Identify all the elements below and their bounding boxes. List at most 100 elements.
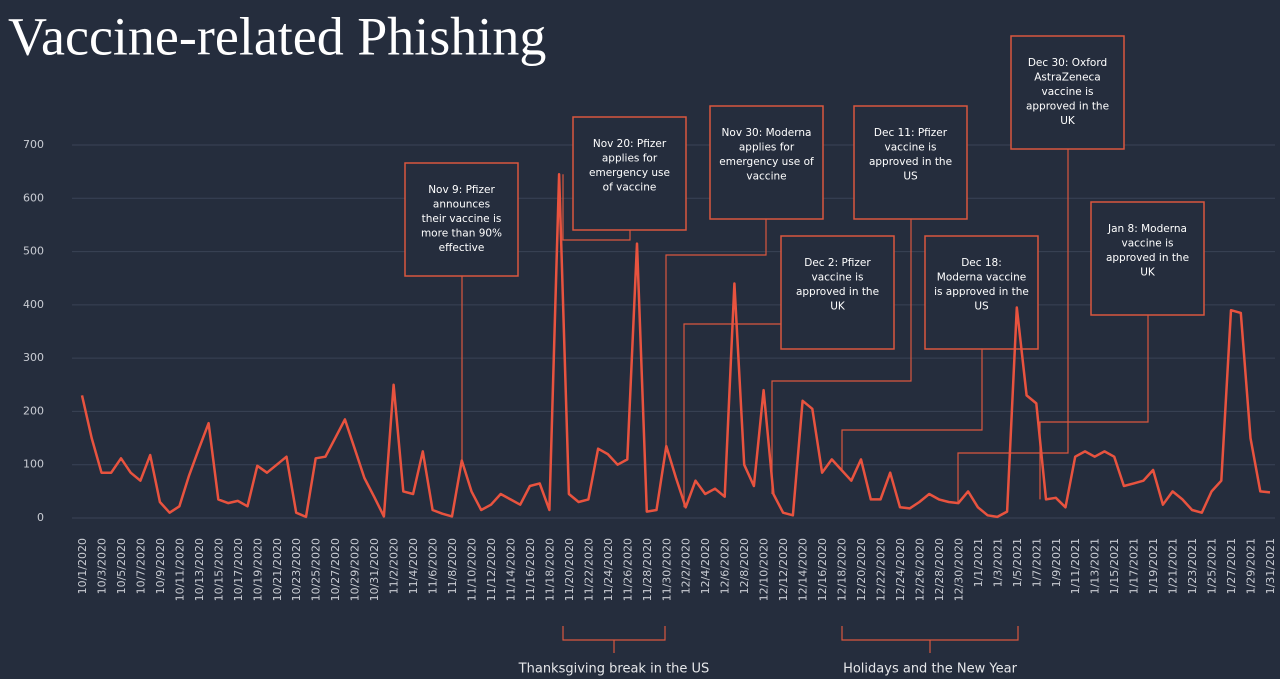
x-tick-label: 10/29/2020 bbox=[349, 538, 362, 601]
x-tick-label: 11/2/2020 bbox=[388, 538, 401, 594]
x-tick-label: 1/15/2021 bbox=[1108, 538, 1121, 594]
x-tick-label: 11/24/2020 bbox=[602, 538, 615, 601]
annotation-text: vaccine is bbox=[885, 142, 937, 154]
x-tick-label: 10/9/2020 bbox=[154, 538, 167, 594]
annotation-text: of vaccine bbox=[603, 182, 657, 194]
x-tick-label: 1/31/2021 bbox=[1264, 538, 1277, 594]
x-tick-label: 11/28/2020 bbox=[641, 538, 654, 601]
annotation-text: approved in the bbox=[869, 156, 952, 168]
annotation-text: their vaccine is bbox=[422, 213, 502, 225]
x-tick-label: 1/21/2021 bbox=[1167, 538, 1180, 594]
x-tick-label: 12/10/2020 bbox=[758, 538, 771, 601]
annotation-text: Nov 20: Pfizer bbox=[593, 138, 667, 150]
data-line bbox=[80, 173, 1271, 519]
annotation-text: vaccine is bbox=[1122, 238, 1174, 250]
annotation-leader bbox=[957, 149, 1069, 504]
period-bracket bbox=[562, 626, 666, 641]
x-tick-label: 12/28/2020 bbox=[933, 538, 946, 601]
y-tick-label: 600 bbox=[23, 191, 44, 204]
x-tick-label: 1/11/2021 bbox=[1069, 538, 1082, 594]
x-tick-label: 12/2/2020 bbox=[680, 538, 693, 594]
x-tick-label: 12/4/2020 bbox=[699, 538, 712, 594]
y-tick-label: 500 bbox=[23, 245, 44, 258]
x-tick-label: 12/20/2020 bbox=[855, 538, 868, 601]
annotation-box bbox=[404, 162, 519, 277]
annotation-leader bbox=[1039, 315, 1149, 500]
x-tick-label: 12/12/2020 bbox=[777, 538, 790, 601]
x-tick-label: 11/20/2020 bbox=[563, 538, 576, 601]
x-tick-label: 11/16/2020 bbox=[524, 538, 537, 601]
annotation-text: approved in the bbox=[1026, 101, 1109, 113]
x-tick-label: 1/25/2021 bbox=[1206, 538, 1219, 594]
x-tick-label: 1/23/2021 bbox=[1186, 538, 1199, 594]
annotation-text: Nov 9: Pfizer bbox=[428, 184, 495, 196]
annotation-text: UK bbox=[830, 301, 846, 313]
x-tick-label: 10/25/2020 bbox=[310, 538, 323, 601]
x-tick-label: 11/6/2020 bbox=[427, 538, 440, 594]
period-label: Holidays and the New Year bbox=[843, 662, 1017, 677]
period-label: Thanksgiving break in the US bbox=[518, 662, 710, 677]
x-tick-label: 11/14/2020 bbox=[504, 538, 517, 601]
annotation-leader bbox=[683, 323, 781, 508]
annotation-text: Jan 8: Moderna bbox=[1107, 223, 1187, 235]
x-tick-label: 10/13/2020 bbox=[193, 538, 206, 601]
x-tick-label: 11/8/2020 bbox=[446, 538, 459, 594]
annotation-leader bbox=[771, 219, 912, 494]
x-tick-label: 1/1/2021 bbox=[972, 538, 985, 587]
x-tick-label: 12/18/2020 bbox=[836, 538, 849, 601]
y-tick-label: 300 bbox=[23, 351, 44, 364]
y-tick-label: 200 bbox=[23, 404, 44, 417]
x-tick-label: 10/3/2020 bbox=[95, 538, 108, 594]
x-tick-label: 1/7/2021 bbox=[1030, 538, 1043, 587]
annotation-text: emergency use bbox=[589, 167, 670, 179]
annotation-box bbox=[709, 105, 824, 220]
annotation-text: Moderna vaccine bbox=[937, 272, 1026, 284]
y-tick-label: 700 bbox=[23, 138, 44, 151]
x-tick-label: 10/27/2020 bbox=[329, 538, 342, 601]
x-tick-label: 10/11/2020 bbox=[173, 538, 186, 601]
x-tick-label: 10/1/2020 bbox=[76, 538, 89, 594]
x-tick-label: 12/24/2020 bbox=[894, 538, 907, 601]
annotation-leader bbox=[841, 349, 983, 470]
x-tick-label: 1/19/2021 bbox=[1147, 538, 1160, 594]
x-tick-label: 11/10/2020 bbox=[466, 538, 479, 601]
annotation-box bbox=[572, 116, 687, 231]
annotation-text: announces bbox=[433, 199, 490, 211]
y-tick-label: 0 bbox=[37, 511, 44, 524]
x-tick-label: 10/23/2020 bbox=[290, 538, 303, 601]
annotation-text: emergency use of bbox=[719, 156, 814, 168]
x-tick-label: 12/26/2020 bbox=[913, 538, 926, 601]
x-tick-label: 11/4/2020 bbox=[407, 538, 420, 594]
x-tick-label: 1/29/2021 bbox=[1245, 538, 1258, 594]
x-tick-label: 1/17/2021 bbox=[1128, 538, 1141, 594]
x-tick-label: 12/14/2020 bbox=[797, 538, 810, 601]
annotation-leader bbox=[665, 219, 767, 447]
x-tick-label: 10/19/2020 bbox=[251, 538, 264, 601]
x-tick-label: 11/18/2020 bbox=[543, 538, 556, 601]
annotation-text: Dec 2: Pfizer bbox=[804, 257, 871, 269]
x-tick-label: 1/5/2021 bbox=[1011, 538, 1024, 587]
x-tick-label: 10/5/2020 bbox=[115, 538, 128, 594]
x-tick-label: 11/26/2020 bbox=[621, 538, 634, 601]
annotation-text: UK bbox=[1060, 115, 1076, 127]
annotation-text: UK bbox=[1140, 267, 1156, 279]
y-tick-label: 100 bbox=[23, 458, 44, 471]
x-tick-label: 12/30/2020 bbox=[952, 538, 965, 601]
y-tick-label: 400 bbox=[23, 298, 44, 311]
annotation-text: applies for bbox=[739, 142, 795, 154]
x-tick-label: 1/27/2021 bbox=[1225, 538, 1238, 594]
annotation-text: approved in the bbox=[796, 286, 879, 298]
x-tick-label: 10/21/2020 bbox=[271, 538, 284, 601]
annotation-box bbox=[853, 105, 968, 220]
annotation-text: more than 90% bbox=[421, 228, 502, 240]
annotation-text: Dec 18: bbox=[961, 257, 1002, 269]
x-tick-label: 10/31/2020 bbox=[368, 538, 381, 601]
x-tick-label: 10/15/2020 bbox=[212, 538, 225, 601]
annotation-text: Dec 30: Oxford bbox=[1028, 57, 1107, 69]
x-tick-label: 1/13/2021 bbox=[1089, 538, 1102, 594]
x-tick-label: 10/17/2020 bbox=[232, 538, 245, 601]
annotation-text: Nov 30: Moderna bbox=[722, 127, 812, 139]
annotation-text: US bbox=[903, 171, 918, 183]
period-bracket bbox=[841, 626, 1019, 641]
x-tick-label: 11/12/2020 bbox=[485, 538, 498, 601]
